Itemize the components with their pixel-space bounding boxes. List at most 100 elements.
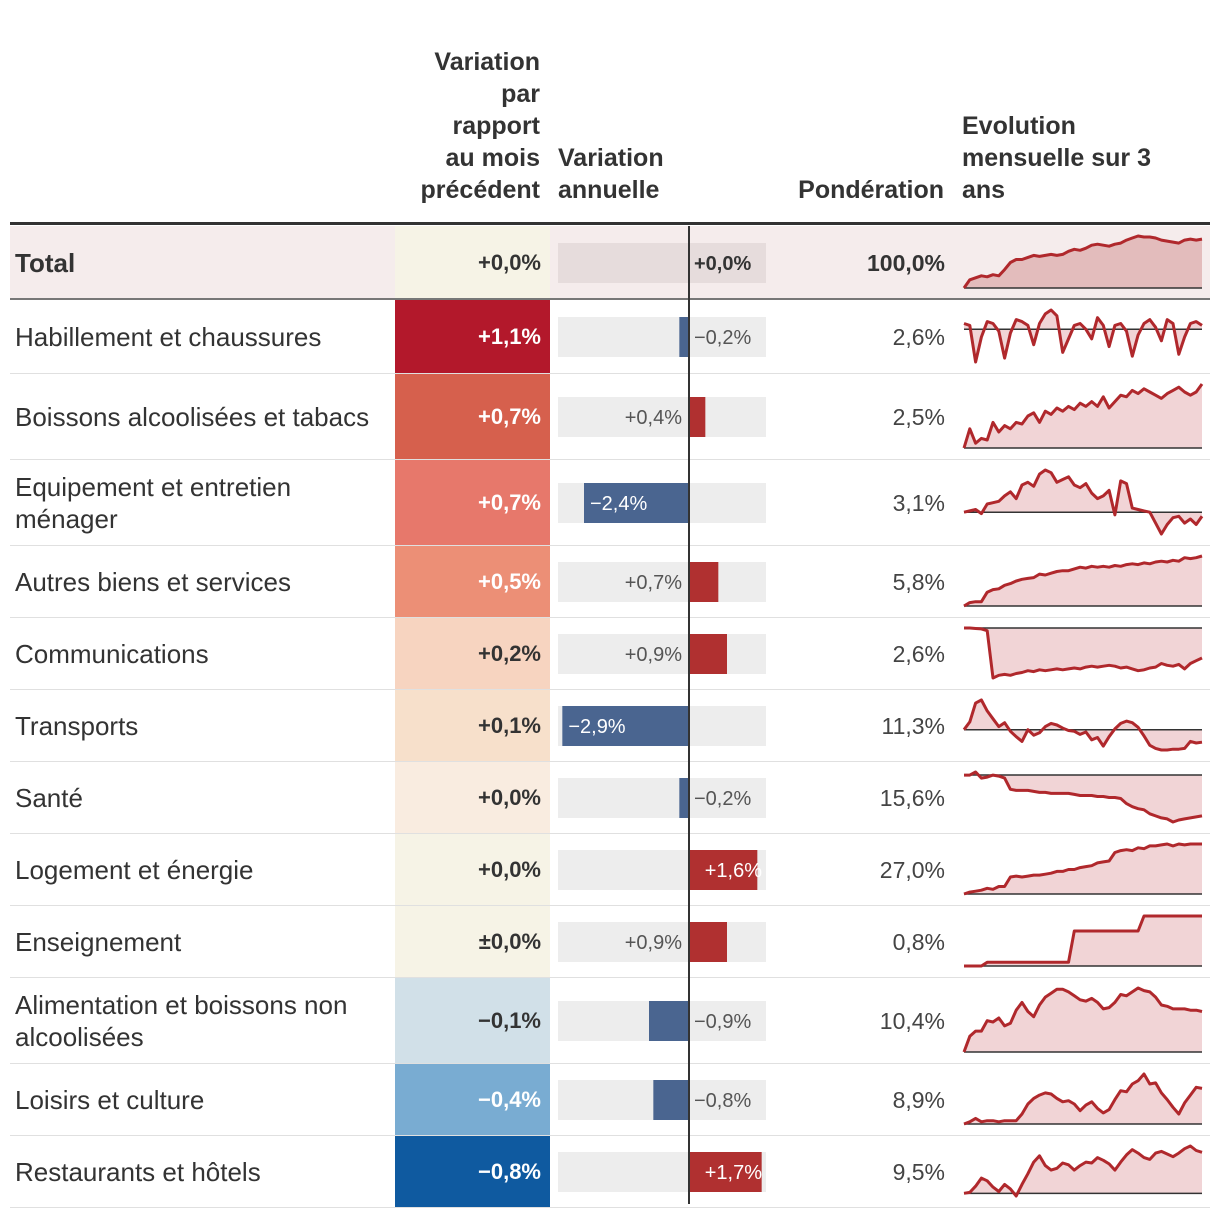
monthly-change-cell: +0,0% xyxy=(395,834,550,906)
weight-value: 2,5% xyxy=(892,403,945,430)
weight-value: 8,9% xyxy=(892,1086,945,1113)
sparkline-line xyxy=(963,1144,1203,1198)
category-label: Logement et énergie xyxy=(15,855,254,885)
monthly-change-cell: +0,1% xyxy=(395,690,550,762)
sparkline-area xyxy=(964,844,1202,894)
monthly-evolution-cell xyxy=(962,226,1206,300)
sparkline-area xyxy=(964,988,1202,1052)
annual-bar xyxy=(688,922,727,962)
sparkline-area xyxy=(964,384,1202,448)
annual-bar xyxy=(584,483,688,523)
weight-value: 10,4% xyxy=(879,1007,945,1034)
monthly-evolution-cell xyxy=(962,762,1206,834)
annual-bar xyxy=(649,1001,688,1041)
category-row: Autres biens et services +0,5% +0,7% 5,8% xyxy=(10,546,1210,618)
monthly-evolution-cell xyxy=(962,978,1206,1064)
sparkline-area xyxy=(964,556,1202,606)
sparkline-line xyxy=(962,986,1203,1053)
annual-change-cell: −0,2% xyxy=(558,300,766,374)
monthly-change-cell: +0,7% xyxy=(395,374,550,460)
evolution-sparkline xyxy=(963,554,1203,608)
monthly-evolution-cell xyxy=(962,546,1206,618)
row-separator xyxy=(10,977,1210,978)
monthly-change-cell: −0,1% xyxy=(395,978,550,1064)
annual-bar xyxy=(562,706,688,746)
sparkline-line xyxy=(964,770,1203,824)
header-monthly-change: Variation par rapport au mois précédent xyxy=(420,48,540,204)
annual-change-cell: −0,9% xyxy=(558,978,766,1064)
category-row: Boissons alcoolisées et tabacs +0,7% +0,4%… xyxy=(10,374,1210,460)
annual-change-bar-chart: +0,9% xyxy=(558,922,766,962)
annual-change-label: −0,2% xyxy=(694,327,751,349)
header-rule xyxy=(10,222,1210,225)
monthly-evolution-cell xyxy=(962,1136,1206,1208)
annual-bar xyxy=(688,634,727,674)
category-row: Transports +0,1% −2,9% 11,3% xyxy=(10,690,1210,762)
sparkline-line xyxy=(963,1072,1203,1126)
annual-bar-track xyxy=(558,243,766,283)
annual-change-label: −2,9% xyxy=(568,716,625,738)
monthly-evolution-cell xyxy=(962,618,1206,690)
row-separator xyxy=(10,1063,1210,1064)
row-separator xyxy=(10,545,1210,546)
weight-value: 2,6% xyxy=(892,323,945,350)
monthly-change-cell: +0,7% xyxy=(395,460,550,546)
category-row: Restaurants et hôtels −0,8% +1,7% 9,5% xyxy=(10,1136,1210,1208)
sparkline-line xyxy=(962,698,1203,752)
annual-change-bar-chart: +0,9% xyxy=(558,634,766,674)
row-separator xyxy=(10,689,1210,690)
sparkline-area xyxy=(964,236,1202,288)
monthly-evolution-cell xyxy=(962,834,1206,906)
evolution-sparkline xyxy=(964,770,1203,824)
category-row: Equipement et entretien ménager +0,7% −2,4… xyxy=(10,460,1210,546)
sparkline-line xyxy=(964,626,1203,680)
weight-value: 5,8% xyxy=(892,568,945,595)
monthly-evolution-cell xyxy=(962,374,1206,460)
annual-change-bar-chart: −0,2% xyxy=(558,778,766,818)
annual-change-bar-chart: +0,7% xyxy=(558,562,766,602)
header-weight: Pondération xyxy=(798,176,944,204)
monthly-evolution-cell xyxy=(962,300,1206,374)
category-label: Habillement et chaussures xyxy=(15,322,322,352)
weight-value: 0,8% xyxy=(892,928,945,955)
evolution-sparkline xyxy=(963,1144,1203,1198)
annual-change-bar-chart: −2,4% xyxy=(558,483,766,523)
row-separator xyxy=(10,905,1210,906)
monthly-evolution-cell xyxy=(962,1064,1206,1136)
monthly-change-cell: +1,1% xyxy=(395,300,550,374)
total-row: Total +0,0% +0,0% 100,0% xyxy=(10,226,1210,300)
evolution-sparkline xyxy=(963,1072,1203,1126)
annual-bar-track xyxy=(558,397,766,437)
category-row: Santé +0,0% −0,2% 15,6% xyxy=(10,762,1210,834)
annual-change-cell: +0,9% xyxy=(558,618,766,690)
evolution-sparkline xyxy=(963,842,1202,896)
evolution-sparkline xyxy=(962,986,1203,1053)
category-label: Total xyxy=(15,248,76,278)
sparkline-line xyxy=(964,914,1202,968)
weight-value: 9,5% xyxy=(892,1158,945,1185)
monthly-evolution-cell xyxy=(962,690,1206,762)
annual-bar xyxy=(688,850,758,890)
annual-change-bar-chart: −0,2% xyxy=(558,317,766,357)
category-row: Habillement et chaussures +1,1% −0,2% 2,6% xyxy=(10,300,1210,374)
annual-bar xyxy=(688,562,719,602)
category-label: Boissons alcoolisées et tabacs xyxy=(15,402,370,432)
annual-change-label: +0,7% xyxy=(625,572,682,594)
weight-value: 15,6% xyxy=(879,784,945,811)
annual-change-cell: +0,7% xyxy=(558,546,766,618)
category-label: Enseignement xyxy=(15,927,182,957)
annual-bar xyxy=(653,1080,688,1120)
annual-change-label: −0,8% xyxy=(694,1090,751,1112)
category-label: Autres biens et services xyxy=(15,567,292,597)
monthly-evolution-cell xyxy=(962,460,1206,546)
header-annual-change: Variation annuelle xyxy=(558,144,664,204)
category-label: Santé xyxy=(15,783,83,813)
category-row: Enseignement ±0,0% +0,9% 0,8% xyxy=(10,906,1210,978)
weight-value: 2,6% xyxy=(892,640,945,667)
row-separator xyxy=(10,833,1210,834)
evolution-sparkline xyxy=(963,468,1204,536)
category-label: Transports xyxy=(15,711,139,741)
annual-bar-track xyxy=(558,562,766,602)
sparkline-line xyxy=(962,234,1203,289)
annual-change-label: +0,9% xyxy=(625,932,682,954)
